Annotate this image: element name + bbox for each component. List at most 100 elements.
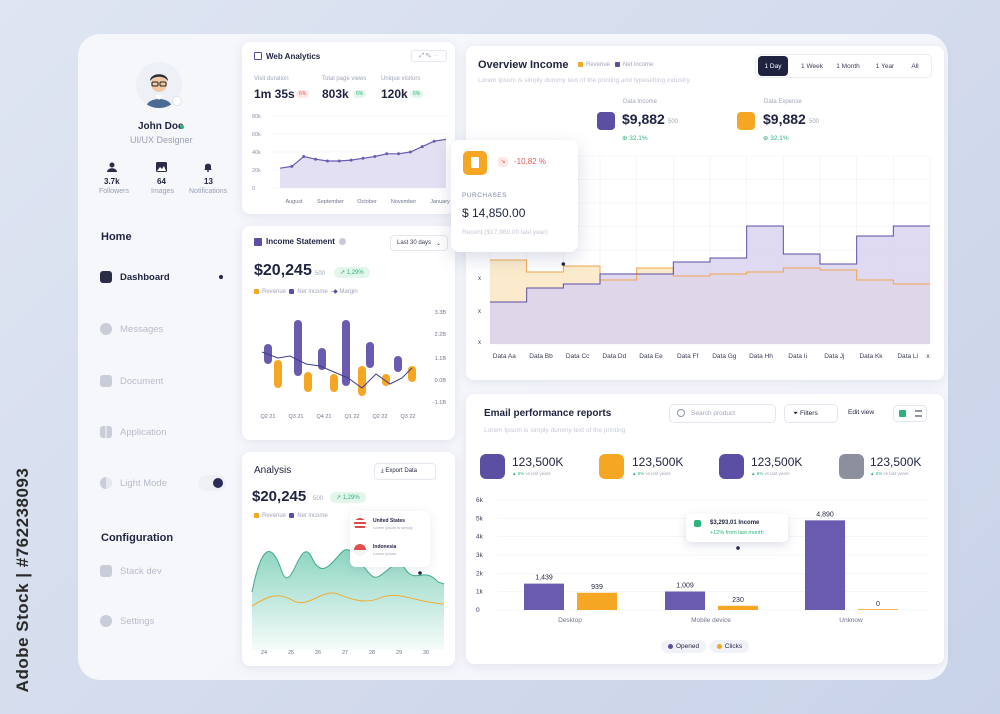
data-income-value: $9,882 <box>622 111 665 127</box>
sidebar-item-dashboard[interactable]: Dashboard <box>100 268 230 286</box>
margin-line <box>261 351 413 389</box>
data-point <box>337 159 341 163</box>
data-point <box>302 155 306 158</box>
overview-chart: x x x Data Aa Data Bb Data Cc Data Dd Data Ee Da… <box>478 155 930 360</box>
filters-button[interactable]: ⏷ Filters <box>784 404 838 423</box>
area-fill <box>280 139 446 188</box>
x-tick-label: Data Hh <box>749 353 773 360</box>
grid-view-icon[interactable] <box>899 410 906 417</box>
metric-label: Unique visitors <box>381 76 421 82</box>
view-toggle[interactable] <box>893 405 927 422</box>
data-expense-suffix: 500 <box>809 119 820 125</box>
income-suffix: 500 <box>315 271 326 277</box>
sidebar-item-application[interactable]: Application <box>100 423 230 441</box>
indonesia-flag-icon <box>354 544 366 556</box>
home-icon <box>100 271 112 283</box>
sidebar-item-light-mode[interactable]: Light Mode <box>100 474 230 492</box>
search-input[interactable]: Search product <box>669 404 776 423</box>
range-1-year[interactable]: 1 Year <box>875 62 895 70</box>
user-icon <box>107 159 117 172</box>
data-label: 4,890 <box>816 511 834 518</box>
metric-badge: 6% <box>410 90 424 98</box>
data-income-label: Data Income <box>623 99 658 105</box>
data-point <box>373 155 377 158</box>
followers-count: 3.7k <box>104 177 120 186</box>
bar-net-income <box>394 356 402 372</box>
tooltip-country: United States <box>373 518 405 524</box>
area-fill <box>252 549 444 650</box>
popup-recent: Recent ($17,980.00 last year) <box>462 229 548 236</box>
email-title: Email performance reports <box>484 408 612 419</box>
metric-value: 1m 35s <box>254 87 295 101</box>
popup-change: -10,82 % <box>514 157 547 166</box>
y-tick-label: 40k <box>252 150 261 156</box>
notifications-label: Notifications <box>189 188 228 195</box>
stat-value: 123,500K <box>632 455 684 469</box>
us-flag-icon <box>354 518 366 530</box>
edit-view-link[interactable]: Edit view <box>848 409 875 416</box>
analysis-card: Analysis ⤓ Export Data $20,245 500 ↗ 1,2… <box>242 452 455 666</box>
bar-revenue <box>358 366 366 396</box>
range-1-week[interactable]: 1 Week <box>801 62 823 70</box>
search-icon <box>677 409 685 417</box>
range-all[interactable]: All <box>911 62 919 70</box>
range-1-month[interactable]: 1 Month <box>836 62 860 70</box>
list-view-icon[interactable] <box>915 410 922 417</box>
light-mode-toggle[interactable] <box>198 475 226 491</box>
purchases-popup: ↘ -10,82 % PURCHASES $ 14,850.00 Recent … <box>451 140 578 252</box>
profile-name: John Doe <box>138 121 184 132</box>
stat-value: 123,500K <box>512 455 564 469</box>
x-tick-label: Data Ff <box>677 353 699 360</box>
data-expense-pct: ⊕ 32.1% <box>763 135 789 142</box>
range-select[interactable]: Last 30 days ⌄ <box>390 235 448 251</box>
income-legend: Revenue Net income -◆ Margin <box>254 288 358 295</box>
y-tick-label: 2.2B <box>435 332 447 338</box>
revenue-line <box>490 259 930 285</box>
document-icon <box>463 151 487 175</box>
grid-icon <box>100 426 112 438</box>
x-tick-label: Data Cc <box>566 353 590 360</box>
email-legend: Opened Clicks <box>661 640 750 653</box>
chevron-down-icon: ⌄ <box>435 241 441 247</box>
bar-net-income <box>342 320 350 386</box>
pie-chart-icon <box>480 454 505 479</box>
sidebar-item-document[interactable]: Document <box>100 372 230 390</box>
avatar[interactable] <box>136 62 182 108</box>
data-label: 939 <box>591 584 603 591</box>
data-income-pct: ⊕ 32.1% <box>622 135 648 142</box>
data-point <box>385 152 389 156</box>
card-actions[interactable]: ⤢ ✎ ⋯ <box>411 50 447 62</box>
metric-value: 120k <box>381 87 408 101</box>
data-label: 230 <box>732 597 744 604</box>
x-tick-label: 24 <box>261 650 267 656</box>
data-point <box>736 546 740 550</box>
range-1-day[interactable]: 1 Day <box>758 56 788 76</box>
info-icon <box>339 238 346 245</box>
document-icon <box>100 375 112 387</box>
bar-opened <box>524 583 564 610</box>
sidebar-item-settings[interactable]: Settings <box>100 612 230 630</box>
x-tick-label: Mobile device <box>691 617 731 624</box>
x-tick-label: Q1 22 <box>345 414 360 420</box>
bar-net-income <box>294 320 302 376</box>
sidebar-item-stack-dev[interactable]: Stack dev <box>100 562 230 580</box>
globe-icon <box>839 454 864 479</box>
stat-note: ▲ 6% vs last years <box>512 471 551 476</box>
popup-label: PURCHASES <box>462 192 507 199</box>
receipt-icon <box>737 112 755 130</box>
bar-revenue <box>330 374 338 392</box>
stat-note: ▲ 6% vs last years <box>751 471 790 476</box>
income-icon <box>694 520 701 527</box>
bar-clicks <box>858 609 898 610</box>
sidebar-item-messages[interactable]: Messages <box>100 320 230 338</box>
x-tick-label: Data Bb <box>529 353 553 360</box>
images-count: 64 <box>157 177 166 186</box>
export-data-button[interactable]: ⤓ Export Data <box>374 463 436 480</box>
data-point <box>349 158 353 162</box>
web-analytics-chart: 80k 60k 40k 20k 0 August September October Novem… <box>252 114 450 205</box>
x-tick-label: Q3 22 <box>401 414 416 420</box>
message-icon <box>100 323 112 335</box>
data-label: 1,009 <box>676 583 694 590</box>
email-chart: 6k 5k 4k 3k 2k 1k 0 1,439 939 Desktop 1,009 230 Mobi… <box>476 497 928 624</box>
analysis-legend: Revenue Net income <box>254 513 328 519</box>
